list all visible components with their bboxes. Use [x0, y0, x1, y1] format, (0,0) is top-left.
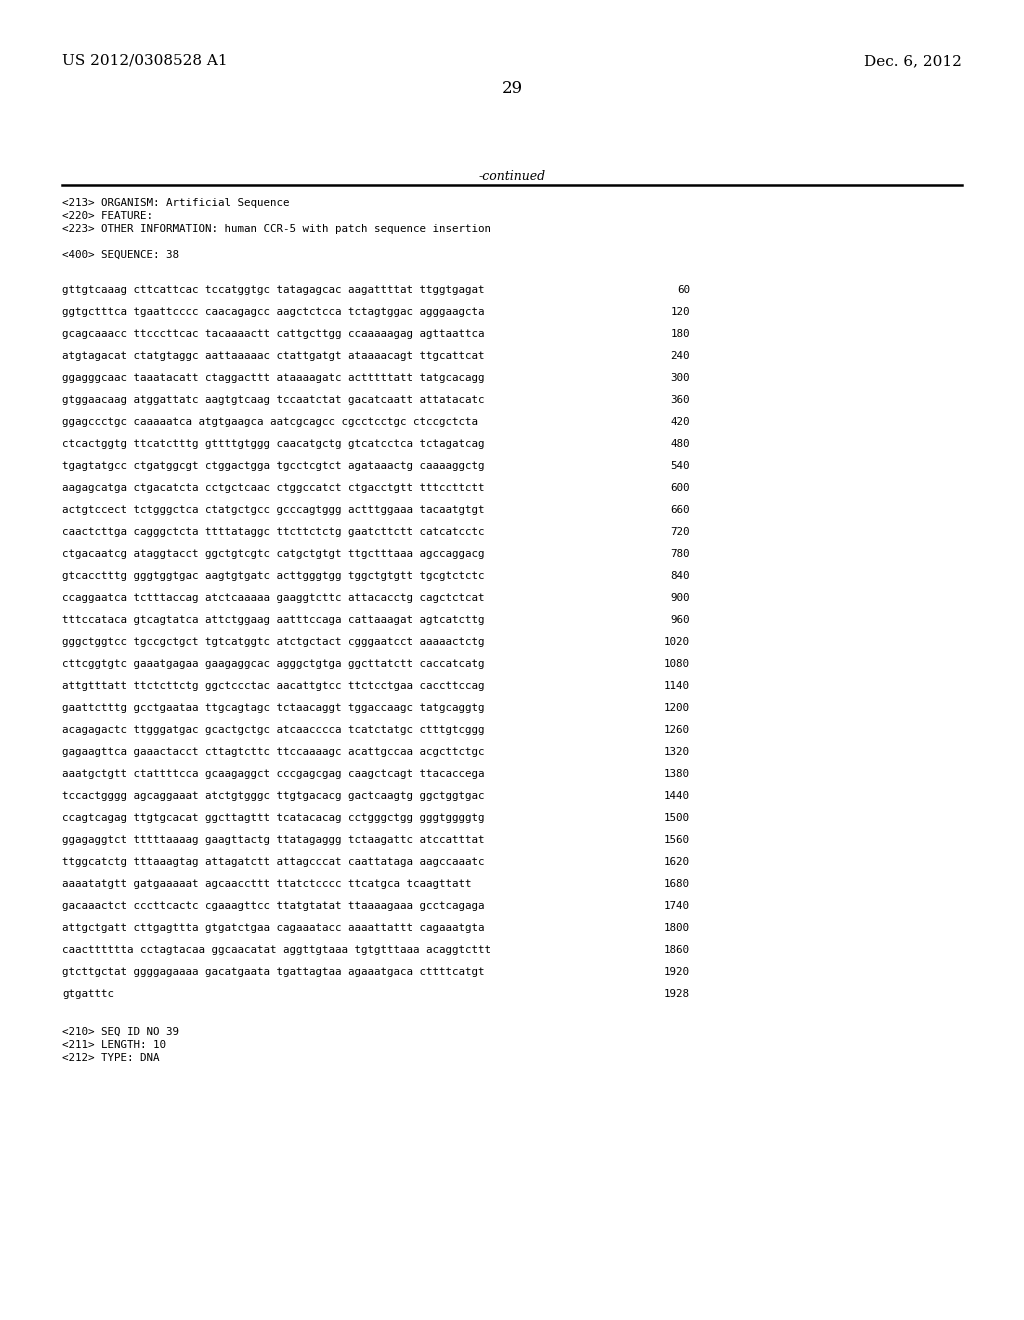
Text: 360: 360 — [671, 395, 690, 405]
Text: 780: 780 — [671, 549, 690, 558]
Text: 540: 540 — [671, 461, 690, 471]
Text: <213> ORGANISM: Artificial Sequence: <213> ORGANISM: Artificial Sequence — [62, 198, 290, 209]
Text: 1620: 1620 — [664, 857, 690, 867]
Text: 1800: 1800 — [664, 923, 690, 933]
Text: 1200: 1200 — [664, 704, 690, 713]
Text: ggtgctttca tgaattcccc caacagagcc aagctctcca tctagtggac agggaagcta: ggtgctttca tgaattcccc caacagagcc aagctct… — [62, 308, 484, 317]
Text: attgtttatt ttctcttctg ggctccctac aacattgtcc ttctcctgaa caccttccag: attgtttatt ttctcttctg ggctccctac aacattg… — [62, 681, 484, 690]
Text: tccactgggg agcaggaaat atctgtgggc ttgtgacacg gactcaagtg ggctggtgac: tccactgggg agcaggaaat atctgtgggc ttgtgac… — [62, 791, 484, 801]
Text: 1500: 1500 — [664, 813, 690, 822]
Text: US 2012/0308528 A1: US 2012/0308528 A1 — [62, 54, 227, 69]
Text: 1560: 1560 — [664, 836, 690, 845]
Text: -continued: -continued — [478, 170, 546, 183]
Text: aaaatatgtt gatgaaaaat agcaaccttt ttatctcccc ttcatgca tcaagttatt: aaaatatgtt gatgaaaaat agcaaccttt ttatctc… — [62, 879, 471, 888]
Text: caactcttga cagggctcta ttttataggc ttcttctctg gaatcttctt catcatcctc: caactcttga cagggctcta ttttataggc ttcttct… — [62, 527, 484, 537]
Text: ctgacaatcg ataggtacct ggctgtcgtc catgctgtgt ttgctttaaa agccaggacg: ctgacaatcg ataggtacct ggctgtcgtc catgctg… — [62, 549, 484, 558]
Text: tgagtatgcc ctgatggcgt ctggactgga tgcctcgtct agataaactg caaaaggctg: tgagtatgcc ctgatggcgt ctggactgga tgcctcg… — [62, 461, 484, 471]
Text: 300: 300 — [671, 374, 690, 383]
Text: ccagtcagag ttgtgcacat ggcttagttt tcatacacag cctgggctgg gggtggggtg: ccagtcagag ttgtgcacat ggcttagttt tcataca… — [62, 813, 484, 822]
Text: atgtagacat ctatgtaggc aattaaaaac ctattgatgt ataaaacagt ttgcattcat: atgtagacat ctatgtaggc aattaaaaac ctattga… — [62, 351, 484, 360]
Text: acagagactc ttgggatgac gcactgctgc atcaacccca tcatctatgc ctttgtcggg: acagagactc ttgggatgac gcactgctgc atcaacc… — [62, 725, 484, 735]
Text: 1928: 1928 — [664, 989, 690, 999]
Text: aagagcatga ctgacatcta cctgctcaac ctggccatct ctgacctgtt tttccttctt: aagagcatga ctgacatcta cctgctcaac ctggcca… — [62, 483, 484, 492]
Text: gagaagttca gaaactacct cttagtcttc ttccaaaagc acattgccaa acgcttctgc: gagaagttca gaaactacct cttagtcttc ttccaaa… — [62, 747, 484, 756]
Text: gttgtcaaag cttcattcac tccatggtgc tatagagcac aagattttat ttggtgagat: gttgtcaaag cttcattcac tccatggtgc tatagag… — [62, 285, 484, 294]
Text: ttggcatctg tttaaagtag attagatctt attagcccat caattataga aagccaaatc: ttggcatctg tttaaagtag attagatctt attagcc… — [62, 857, 484, 867]
Text: Dec. 6, 2012: Dec. 6, 2012 — [864, 54, 962, 69]
Text: 480: 480 — [671, 440, 690, 449]
Text: 1860: 1860 — [664, 945, 690, 954]
Text: ggagaggtct tttttaaaag gaagttactg ttatagaggg tctaagattc atccatttat: ggagaggtct tttttaaaag gaagttactg ttataga… — [62, 836, 484, 845]
Text: 1320: 1320 — [664, 747, 690, 756]
Text: gcagcaaacc ttcccttcac tacaaaactt cattgcttgg ccaaaaagag agttaattca: gcagcaaacc ttcccttcac tacaaaactt cattgct… — [62, 329, 484, 339]
Text: gtggaacaag atggattatc aagtgtcaag tccaatctat gacatcaatt attatacatc: gtggaacaag atggattatc aagtgtcaag tccaatc… — [62, 395, 484, 405]
Text: 29: 29 — [502, 81, 522, 96]
Text: 600: 600 — [671, 483, 690, 492]
Text: <210> SEQ ID NO 39: <210> SEQ ID NO 39 — [62, 1027, 179, 1038]
Text: aaatgctgtt ctattttcca gcaagaggct cccgagcgag caagctcagt ttacaccega: aaatgctgtt ctattttcca gcaagaggct cccgagc… — [62, 770, 484, 779]
Text: gaattctttg gcctgaataa ttgcagtagc tctaacaggt tggaccaagc tatgcaggtg: gaattctttg gcctgaataa ttgcagtagc tctaaca… — [62, 704, 484, 713]
Text: ggagccctgc caaaaatca atgtgaagca aatcgcagcc cgcctcctgc ctccgctcta: ggagccctgc caaaaatca atgtgaagca aatcgcag… — [62, 417, 478, 426]
Text: attgctgatt cttgagttta gtgatctgaa cagaaatacc aaaattattt cagaaatgta: attgctgatt cttgagttta gtgatctgaa cagaaat… — [62, 923, 484, 933]
Text: 1140: 1140 — [664, 681, 690, 690]
Text: 60: 60 — [677, 285, 690, 294]
Text: 420: 420 — [671, 417, 690, 426]
Text: <220> FEATURE:: <220> FEATURE: — [62, 211, 153, 220]
Text: ggagggcaac taaatacatt ctaggacttt ataaaagatc actttttatt tatgcacagg: ggagggcaac taaatacatt ctaggacttt ataaaag… — [62, 374, 484, 383]
Text: 1440: 1440 — [664, 791, 690, 801]
Text: 960: 960 — [671, 615, 690, 624]
Text: gggctggtcc tgccgctgct tgtcatggtc atctgctact cgggaatcct aaaaactctg: gggctggtcc tgccgctgct tgtcatggtc atctgct… — [62, 638, 484, 647]
Text: tttccataca gtcagtatca attctggaag aatttccaga cattaaagat agtcatcttg: tttccataca gtcagtatca attctggaag aatttcc… — [62, 615, 484, 624]
Text: gtcttgctat ggggagaaaa gacatgaata tgattagtaa agaaatgaca cttttcatgt: gtcttgctat ggggagaaaa gacatgaata tgattag… — [62, 968, 484, 977]
Text: 1740: 1740 — [664, 902, 690, 911]
Text: ctcactggtg ttcatctttg gttttgtggg caacatgctg gtcatcctca tctagatcag: ctcactggtg ttcatctttg gttttgtggg caacatg… — [62, 440, 484, 449]
Text: 1080: 1080 — [664, 659, 690, 669]
Text: 720: 720 — [671, 527, 690, 537]
Text: 180: 180 — [671, 329, 690, 339]
Text: 1680: 1680 — [664, 879, 690, 888]
Text: gacaaactct cccttcactc cgaaagttcc ttatgtatat ttaaaagaaa gcctcagaga: gacaaactct cccttcactc cgaaagttcc ttatgta… — [62, 902, 484, 911]
Text: cttcggtgtc gaaatgagaa gaagaggcac agggctgtga ggcttatctt caccatcatg: cttcggtgtc gaaatgagaa gaagaggcac agggctg… — [62, 659, 484, 669]
Text: <211> LENGTH: 10: <211> LENGTH: 10 — [62, 1040, 166, 1049]
Text: 1920: 1920 — [664, 968, 690, 977]
Text: 900: 900 — [671, 593, 690, 603]
Text: 1260: 1260 — [664, 725, 690, 735]
Text: 1020: 1020 — [664, 638, 690, 647]
Text: <400> SEQUENCE: 38: <400> SEQUENCE: 38 — [62, 249, 179, 260]
Text: <223> OTHER INFORMATION: human CCR-5 with patch sequence insertion: <223> OTHER INFORMATION: human CCR-5 wit… — [62, 224, 490, 234]
Text: actgtccect tctgggctca ctatgctgcc gcccagtggg actttggaaa tacaatgtgt: actgtccect tctgggctca ctatgctgcc gcccagt… — [62, 506, 484, 515]
Text: gtgatttc: gtgatttc — [62, 989, 114, 999]
Text: ccaggaatca tctttaccag atctcaaaaa gaaggtcttc attacacctg cagctctcat: ccaggaatca tctttaccag atctcaaaaa gaaggtc… — [62, 593, 484, 603]
Text: gtcacctttg gggtggtgac aagtgtgatc acttgggtgg tggctgtgtt tgcgtctctc: gtcacctttg gggtggtgac aagtgtgatc acttggg… — [62, 572, 484, 581]
Text: 660: 660 — [671, 506, 690, 515]
Text: 240: 240 — [671, 351, 690, 360]
Text: caactttttta cctagtacaa ggcaacatat aggttgtaaa tgtgtttaaa acaggtcttt: caactttttta cctagtacaa ggcaacatat aggttg… — [62, 945, 490, 954]
Text: 840: 840 — [671, 572, 690, 581]
Text: 1380: 1380 — [664, 770, 690, 779]
Text: 120: 120 — [671, 308, 690, 317]
Text: <212> TYPE: DNA: <212> TYPE: DNA — [62, 1053, 160, 1063]
